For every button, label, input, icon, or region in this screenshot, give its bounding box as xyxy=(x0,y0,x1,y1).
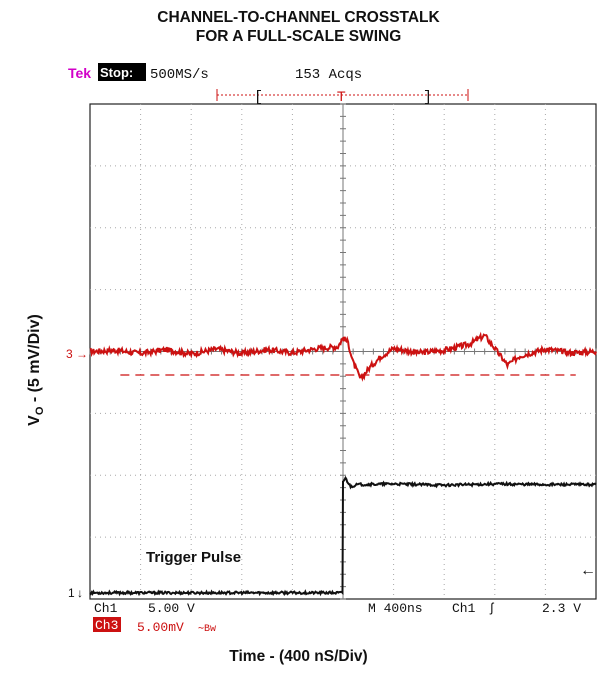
stop-status-badge xyxy=(98,63,146,81)
ch1-name: Ch1 xyxy=(94,601,118,616)
trigger-slope-icon: ʃ xyxy=(488,601,496,616)
chart-title-line1: CHANNEL-TO-CHANNEL CROSSTALK xyxy=(157,9,440,26)
x-axis-label: Time - (400 nS/Div) xyxy=(229,648,368,665)
chart-title-line2: FOR A FULL-SCALE SWING xyxy=(195,28,402,45)
stop-status-text: Stop: xyxy=(100,65,133,80)
display-window-left-bracket: [ xyxy=(254,89,263,106)
ch3-bandwidth-limit: ∼Bw xyxy=(198,624,216,635)
sample-rate-readout: 500MS/s xyxy=(150,67,209,83)
ch1-ground-marker: 1 xyxy=(68,586,75,600)
tek-brand-label: Tek xyxy=(68,65,91,81)
trigger-pulse-annotation: Trigger Pulse xyxy=(146,549,241,566)
trigger-source: Ch1 xyxy=(452,601,476,616)
timebase-readout: M 400ns xyxy=(368,601,423,616)
acquisition-count-readout: 153 Acqs xyxy=(295,67,362,83)
ch3-ground-marker: 3 xyxy=(66,347,73,361)
y-axis-label: VO - (5 mV/Div) xyxy=(26,314,46,426)
ch1-arrow-icon: ↓ xyxy=(77,586,83,600)
trigger-level: 2.3 V xyxy=(542,601,581,616)
ch3-arrow-icon: → xyxy=(76,347,88,361)
display-window-right-bracket: ] xyxy=(423,89,432,106)
ch3-scale: 5.00mV xyxy=(137,620,184,635)
trigger-position-marker: T xyxy=(337,88,346,104)
ch1-trace xyxy=(89,475,597,597)
trigger-level-arrow-icon: ← xyxy=(580,562,596,579)
ch3-name: Ch3 xyxy=(95,618,118,633)
ch1-scale: 5.00 V xyxy=(148,601,195,616)
ch3-trace xyxy=(89,331,597,382)
ch3-name-badge xyxy=(93,617,121,632)
